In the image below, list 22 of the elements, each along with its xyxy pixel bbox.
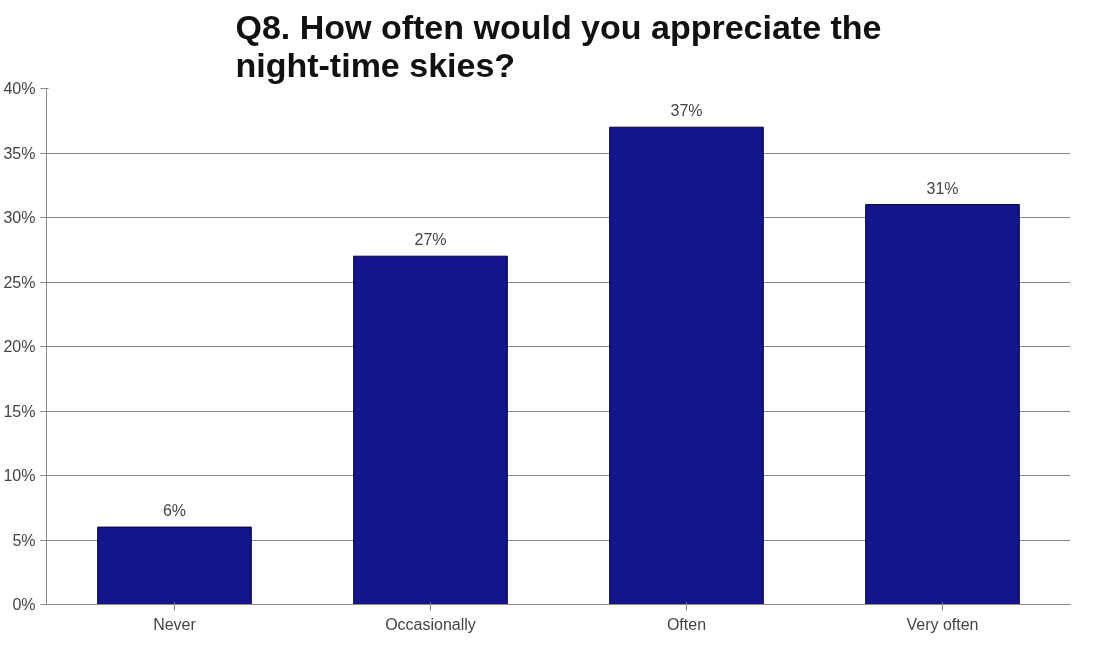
y-tick-label: 5% xyxy=(12,531,36,549)
x-tick-label: Often xyxy=(666,615,707,633)
x-tick-label: Very often xyxy=(906,615,979,633)
y-tick-label: 30% xyxy=(3,209,36,226)
y-tick-label: 35% xyxy=(3,144,36,162)
data-label: 37% xyxy=(670,102,703,120)
y-tick-label: 25% xyxy=(3,273,36,291)
data-label: 27% xyxy=(414,231,447,249)
y-tick-label: 40% xyxy=(3,80,36,97)
bar xyxy=(609,126,764,605)
bar xyxy=(865,204,1020,605)
chart-title: Q8. How often would you appreciate the night-time skies? xyxy=(235,7,882,84)
bar xyxy=(97,526,252,605)
y-tick-label: 10% xyxy=(3,467,36,484)
bar xyxy=(353,255,508,605)
x-tick-label: Occasionally xyxy=(385,615,476,633)
y-tick-label: 0% xyxy=(12,596,36,613)
data-label: 6% xyxy=(162,502,187,520)
x-tick-label: Never xyxy=(153,615,197,633)
y-tick-label: 15% xyxy=(3,402,36,420)
y-tick-label: 20% xyxy=(3,338,36,355)
data-label: 31% xyxy=(926,179,959,197)
